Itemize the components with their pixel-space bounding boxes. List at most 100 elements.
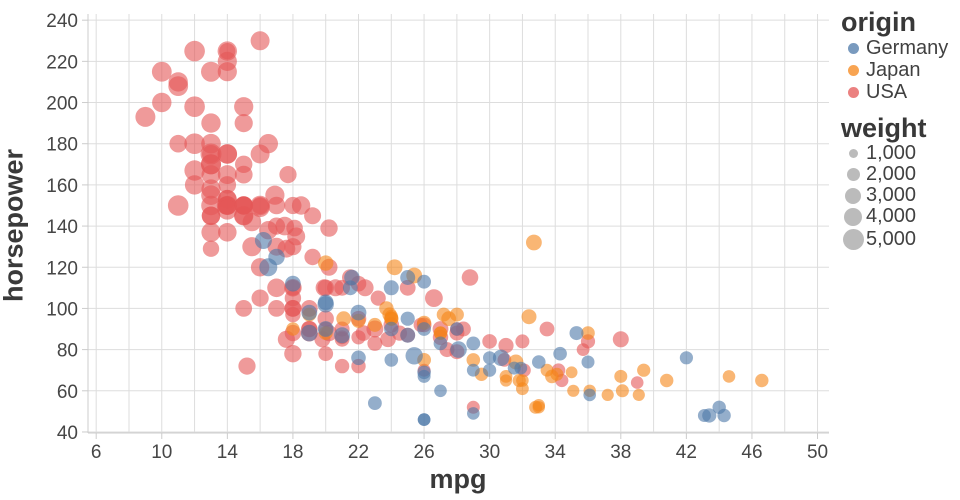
data-point [384, 353, 399, 367]
data-point [601, 388, 614, 401]
x-tick-label: 26 [414, 442, 435, 463]
data-point [466, 363, 480, 377]
legend-weight-item[interactable]: 1,000 [841, 142, 959, 164]
data-point [569, 326, 584, 341]
data-point [284, 345, 302, 363]
data-point [318, 346, 334, 362]
data-point [417, 413, 431, 426]
data-point [492, 349, 510, 366]
x-tick-label: 38 [610, 442, 631, 463]
data-point [135, 106, 156, 127]
y-tick-label: 220 [46, 52, 78, 73]
japan-dot-icon [847, 65, 859, 77]
data-point [630, 376, 644, 389]
weight-size-dot-icon [846, 168, 860, 182]
data-point [521, 309, 537, 325]
x-tick-label: 30 [479, 442, 500, 463]
data-point [400, 270, 416, 285]
data-point [660, 373, 674, 388]
data-point [202, 240, 220, 257]
data-point [351, 350, 366, 366]
y-tick-label: 160 [46, 176, 78, 197]
data-point [450, 341, 467, 358]
data-point [201, 113, 221, 133]
data-point [467, 407, 480, 420]
data-point [304, 207, 322, 225]
data-point [286, 322, 300, 336]
data-point [612, 331, 629, 348]
data-point [238, 357, 256, 375]
data-point [267, 278, 286, 298]
legend-weight-item[interactable]: 3,000 [841, 184, 959, 206]
data-point [433, 336, 448, 351]
data-point [532, 355, 546, 369]
data-point [218, 223, 237, 242]
data-point [702, 408, 717, 423]
data-point [235, 300, 253, 317]
data-point [499, 370, 513, 383]
data-point [383, 280, 399, 296]
data-point [235, 155, 253, 173]
data-point [250, 197, 270, 218]
legend-weight-item[interactable]: 4,000 [841, 205, 959, 227]
data-point [529, 400, 543, 414]
x-tick-label: 10 [151, 442, 172, 463]
legend-weight-item[interactable]: 5,000 [841, 227, 959, 251]
data-point [234, 97, 254, 117]
data-point [275, 216, 295, 236]
legend-item-japan[interactable]: Japan [841, 59, 959, 82]
data-point [254, 232, 272, 249]
data-point [498, 337, 514, 354]
data-point [417, 274, 431, 289]
data-point [550, 367, 564, 381]
data-point [201, 222, 221, 242]
data-point [581, 326, 595, 340]
data-point [201, 133, 221, 154]
x-tick-label: 34 [545, 442, 567, 463]
data-point [317, 321, 334, 337]
legend-item-label: Japan [866, 59, 921, 82]
data-point [201, 154, 221, 175]
data-point [318, 255, 334, 271]
x-tick-label: 42 [676, 442, 697, 463]
data-point [217, 62, 237, 82]
data-point [461, 269, 479, 286]
data-point [334, 358, 350, 374]
y-axis-title: horsepower [0, 148, 29, 303]
legend-item-label: USA [866, 81, 908, 104]
legend-item-usa[interactable]: USA [841, 81, 959, 104]
data-point [379, 301, 394, 316]
data-point [152, 92, 172, 113]
data-point [184, 175, 205, 195]
x-tick-label: 14 [217, 442, 239, 463]
y-tick-label: 40 [57, 423, 78, 444]
data-point [301, 304, 318, 321]
data-point [425, 289, 443, 307]
y-tick-label: 60 [57, 382, 78, 403]
data-point [201, 179, 221, 199]
legend: origin Germany Japan USA weight 1,000 2,0… [841, 7, 959, 251]
legend-weight-item[interactable]: 2,000 [841, 163, 959, 185]
data-point [336, 311, 352, 327]
data-point [400, 327, 416, 343]
data-point [279, 166, 297, 184]
data-point [614, 369, 628, 383]
data-point [436, 307, 451, 322]
legend-weight-title: weight [841, 112, 927, 143]
y-tick-label: 200 [46, 94, 78, 115]
data-point [234, 114, 253, 133]
weight-size-dot-icon [844, 207, 862, 226]
x-tick-label: 18 [282, 442, 303, 463]
data-point [722, 370, 736, 383]
legend-item-germany[interactable]: Germany [841, 37, 959, 60]
data-point [317, 296, 334, 313]
data-point [242, 212, 262, 232]
data-point [342, 280, 358, 296]
data-point [368, 396, 382, 410]
x-tick-label: 6 [91, 442, 102, 463]
x-tick-label: 50 [807, 442, 828, 463]
data-point [201, 195, 221, 216]
y-tick-label: 180 [46, 135, 78, 156]
